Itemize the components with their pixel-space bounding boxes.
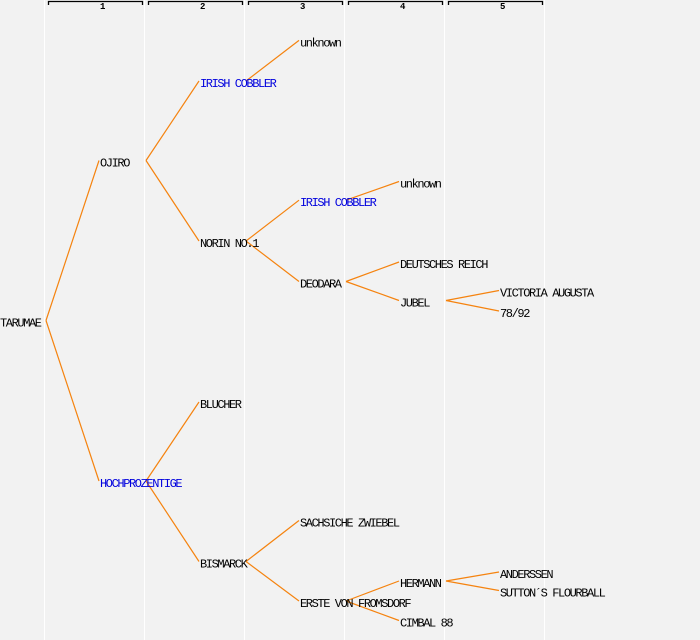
svg-text:CIMBAL 88: CIMBAL 88 [400,617,453,631]
svg-text:unknown: unknown [300,36,342,50]
svg-text:VICTORIA AUGUSTA: VICTORIA AUGUSTA [500,287,595,301]
svg-text:unknown: unknown [400,178,442,192]
svg-text:NORIN NO.1: NORIN NO.1 [200,237,259,251]
svg-text:TARUMAE: TARUMAE [0,317,42,331]
svg-text:BISMARCK: BISMARCK [200,558,249,572]
svg-text:DEUTSCHES REICH: DEUTSCHES REICH [400,258,488,272]
svg-text:ANDERSSEN: ANDERSSEN [500,568,553,582]
svg-text:IRISH COBBLER: IRISH COBBLER [300,196,377,210]
svg-text:IRISH COBBLER: IRISH COBBLER [200,77,277,91]
svg-text:HERMANN: HERMANN [400,577,442,591]
svg-text:5: 5 [500,2,505,12]
svg-text:SUTTON´S FLOURBALL: SUTTON´S FLOURBALL [500,587,606,601]
svg-text:JUBEL: JUBEL [400,297,430,311]
svg-text:2: 2 [200,2,205,12]
svg-text:BLUCHER: BLUCHER [200,398,242,412]
svg-text:SACHSICHE ZWIEBEL: SACHSICHE ZWIEBEL [300,517,400,531]
svg-text:4: 4 [400,2,406,12]
svg-text:78/92: 78/92 [500,307,530,321]
svg-text:OJIRO: OJIRO [100,157,130,171]
svg-text:3: 3 [300,2,305,12]
svg-text:ERSTE VON FROMSDORF: ERSTE VON FROMSDORF [300,597,411,611]
svg-text:DEODARA: DEODARA [300,278,343,292]
svg-text:1: 1 [100,2,106,12]
svg-text:HOCHPROZENTIGE: HOCHPROZENTIGE [100,477,182,491]
